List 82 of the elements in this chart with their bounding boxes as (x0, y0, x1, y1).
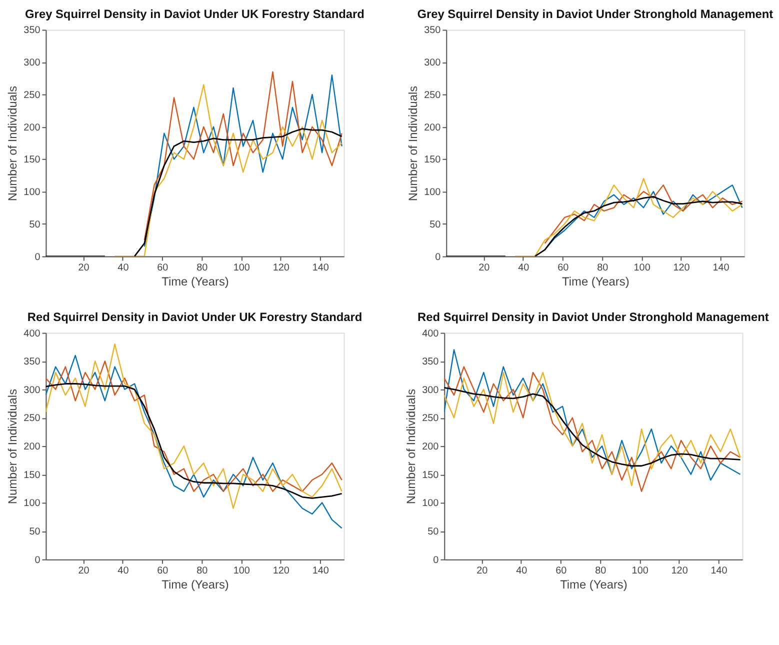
x-tick-label: 80 (595, 566, 607, 577)
y-tick-label: 200 (24, 122, 41, 134)
y-tick-label: 300 (422, 384, 440, 396)
line-series (514, 178, 743, 256)
y-tick-label: 200 (24, 442, 41, 453)
y-tick-label: 300 (424, 58, 442, 69)
y-tick-label: 250 (422, 413, 440, 424)
y-tick-label: 250 (424, 90, 442, 101)
y-tick-label: 50 (29, 526, 41, 538)
y-tick-label: 50 (428, 526, 440, 538)
chart-title: Red Squirrel Density in Daviot Under Stronghold Management (418, 310, 769, 324)
line-series (46, 354, 342, 529)
x-tick-label: 40 (516, 566, 528, 577)
y-tick-label: 300 (24, 58, 41, 69)
chart-title: Grey Squirrel Density in Daviot Under UK Forestry Standard (25, 6, 364, 21)
x-tick-label: 60 (157, 262, 169, 274)
x-tick-label: 40 (518, 262, 530, 274)
y-tick-label: 100 (422, 498, 440, 510)
y-axis-title: Number of Individuals (404, 388, 418, 504)
y-tick-label: 350 (424, 25, 442, 36)
y-axis-title: Number of Individuals (406, 86, 420, 202)
y-tick-label: 150 (424, 154, 442, 166)
x-tick-label: 80 (196, 566, 208, 577)
y-tick-label: 350 (422, 356, 440, 368)
x-tick-label: 80 (597, 262, 609, 274)
y-axis-title: Number of Individuals (6, 388, 20, 504)
y-tick-label: 0 (34, 252, 41, 263)
x-tick-label: 120 (671, 566, 688, 577)
chart-title: Red Squirrel Density in Daviot Under UK Forestry Standard (27, 310, 362, 324)
x-tick-label: 120 (272, 566, 290, 577)
x-tick-label: 40 (118, 262, 130, 274)
y-tick-label: 0 (34, 554, 41, 566)
x-tick-label: 60 (556, 566, 568, 577)
x-axis-title: Time (Years) (560, 578, 628, 592)
x-tick-label: 140 (312, 262, 330, 274)
x-tick-label: 120 (673, 262, 690, 274)
y-tick-label: 350 (24, 356, 41, 368)
y-tick-label: 100 (24, 187, 41, 198)
y-tick-label: 150 (422, 470, 440, 481)
y-tick-label: 100 (24, 498, 41, 510)
line-series (46, 344, 342, 509)
y-tick-label: 200 (422, 442, 440, 453)
x-tick-label: 100 (634, 262, 651, 274)
y-tick-label: 250 (24, 413, 41, 424)
y-tick-label: 200 (424, 122, 442, 134)
x-axis-title: Time (Years) (162, 274, 229, 289)
x-tick-label: 140 (312, 566, 330, 577)
y-tick-label: 0 (435, 252, 442, 263)
x-axis-title: Time (Years) (562, 274, 630, 289)
x-axis-title: Time (Years) (162, 578, 229, 592)
y-tick-label: 100 (424, 187, 442, 198)
x-tick-label: 140 (710, 566, 728, 577)
line-series (444, 349, 741, 481)
y-tick-label: 150 (24, 154, 41, 166)
y-tick-label: 350 (24, 25, 41, 36)
y-axis-title: Number of Individuals (6, 86, 20, 202)
y-tick-label: 0 (433, 554, 440, 566)
x-tick-label: 100 (233, 262, 250, 274)
line-series (444, 387, 741, 467)
x-tick-label: 20 (478, 262, 490, 274)
x-tick-label: 40 (118, 566, 130, 577)
x-tick-label: 60 (157, 566, 169, 577)
x-tick-label: 20 (78, 566, 90, 577)
line-series (46, 360, 342, 492)
x-tick-label: 120 (272, 262, 290, 274)
y-tick-label: 50 (29, 219, 41, 230)
line-series (114, 84, 342, 256)
x-tick-label: 80 (196, 262, 208, 274)
y-tick-label: 400 (24, 328, 41, 340)
y-tick-label: 300 (24, 384, 41, 396)
chart-title: Grey Squirrel Density in Daviot Under Stronghold Management (417, 6, 774, 21)
x-tick-label: 100 (233, 566, 250, 577)
y-tick-label: 150 (24, 470, 41, 481)
y-tick-label: 250 (24, 90, 41, 101)
x-tick-label: 20 (78, 262, 90, 274)
x-tick-label: 100 (632, 566, 649, 577)
x-tick-label: 60 (558, 262, 570, 274)
line-series (46, 383, 343, 499)
y-tick-label: 50 (430, 219, 442, 230)
x-tick-label: 20 (476, 566, 488, 577)
x-tick-label: 140 (712, 262, 730, 274)
y-tick-label: 400 (422, 328, 440, 340)
